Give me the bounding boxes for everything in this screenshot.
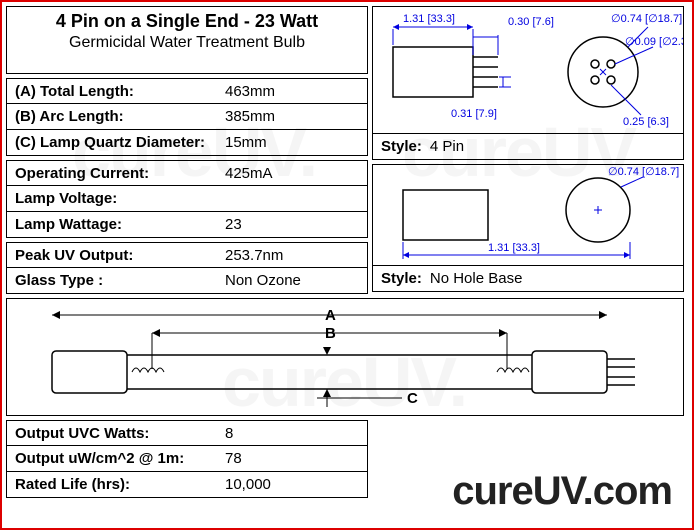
specs-uv: Peak UV Output:253.7nm Glass Type :Non O…: [6, 242, 368, 294]
spec-row: Peak UV Output:253.7nm: [6, 242, 368, 268]
title-line2: Germicidal Water Treatment Bulb: [11, 34, 363, 52]
svg-text:1.31 [33.3]: 1.31 [33.3]: [403, 13, 455, 25]
svg-text:∅0.74 [∅18.7]: ∅0.74 [∅18.7]: [611, 13, 682, 25]
title-box: 4 Pin on a Single End - 23 Watt Germicid…: [6, 6, 368, 74]
specs-output: Output UVC Watts:8 Output uW/cm^2 @ 1m:7…: [6, 420, 368, 498]
svg-text:0.31 [7.9]: 0.31 [7.9]: [451, 108, 497, 120]
diagram-4pin: 1.31 [33.3] 0.30 [7.6] 0.31 [7.9]: [372, 6, 684, 134]
spec-row: Lamp Voltage:: [6, 186, 368, 212]
svg-text:0.25 [6.3]: 0.25 [6.3]: [623, 116, 669, 128]
spec-row: (A) Total Length:463mm: [6, 78, 368, 104]
diagram-nohole: ∅0.74 [∅18.7] 1.31 [33.3]: [372, 164, 684, 266]
svg-text:0.30 [7.6]: 0.30 [7.6]: [508, 16, 554, 28]
spec-row: Operating Current:425mA: [6, 160, 368, 186]
spec-row: Output UVC Watts:8: [6, 420, 368, 446]
title-line1: 4 Pin on a Single End - 23 Watt: [11, 11, 363, 32]
specs-electrical: Operating Current:425mA Lamp Voltage: La…: [6, 160, 368, 238]
left-col: 4 Pin on a Single End - 23 Watt Germicid…: [6, 6, 368, 294]
diagram-lamp: A B: [6, 298, 684, 416]
svg-text:1.31 [33.3]: 1.31 [33.3]: [488, 242, 540, 254]
spec-row: Output uW/cm^2 @ 1m:78: [6, 446, 368, 472]
spec-sheet: cureUV. cureUV. cureUV. 4 Pin on a Singl…: [0, 0, 694, 530]
svg-text:∅0.74 [∅18.7]: ∅0.74 [∅18.7]: [608, 166, 679, 178]
style-4pin: Style: 4 Pin: [372, 134, 684, 160]
spec-row: Glass Type :Non Ozone: [6, 268, 368, 294]
spec-row: (B) Arc Length:385mm: [6, 104, 368, 130]
spec-row: Rated Life (hrs):10,000: [6, 472, 368, 498]
svg-text:∅0.09 [∅2.3]: ∅0.09 [∅2.3]: [625, 36, 683, 48]
svg-nohole: ∅0.74 [∅18.7] 1.31 [33.3]: [373, 165, 683, 265]
svg-4pin: 1.31 [33.3] 0.30 [7.6] 0.31 [7.9]: [373, 7, 683, 133]
logo-text: cureUV.com: [452, 469, 672, 514]
style-nohole: Style: No Hole Base: [372, 266, 684, 292]
specs-dimensions: (A) Total Length:463mm (B) Arc Length:38…: [6, 78, 368, 156]
svg-text:B: B: [325, 325, 336, 342]
spec-row: Lamp Wattage:23: [6, 212, 368, 238]
right-col: 1.31 [33.3] 0.30 [7.6] 0.31 [7.9]: [372, 6, 684, 294]
svg-lamp: A B: [7, 299, 683, 415]
svg-text:C: C: [407, 390, 418, 407]
spec-row: (C) Lamp Quartz Diameter:15mm: [6, 130, 368, 156]
svg-text:A: A: [325, 307, 336, 324]
